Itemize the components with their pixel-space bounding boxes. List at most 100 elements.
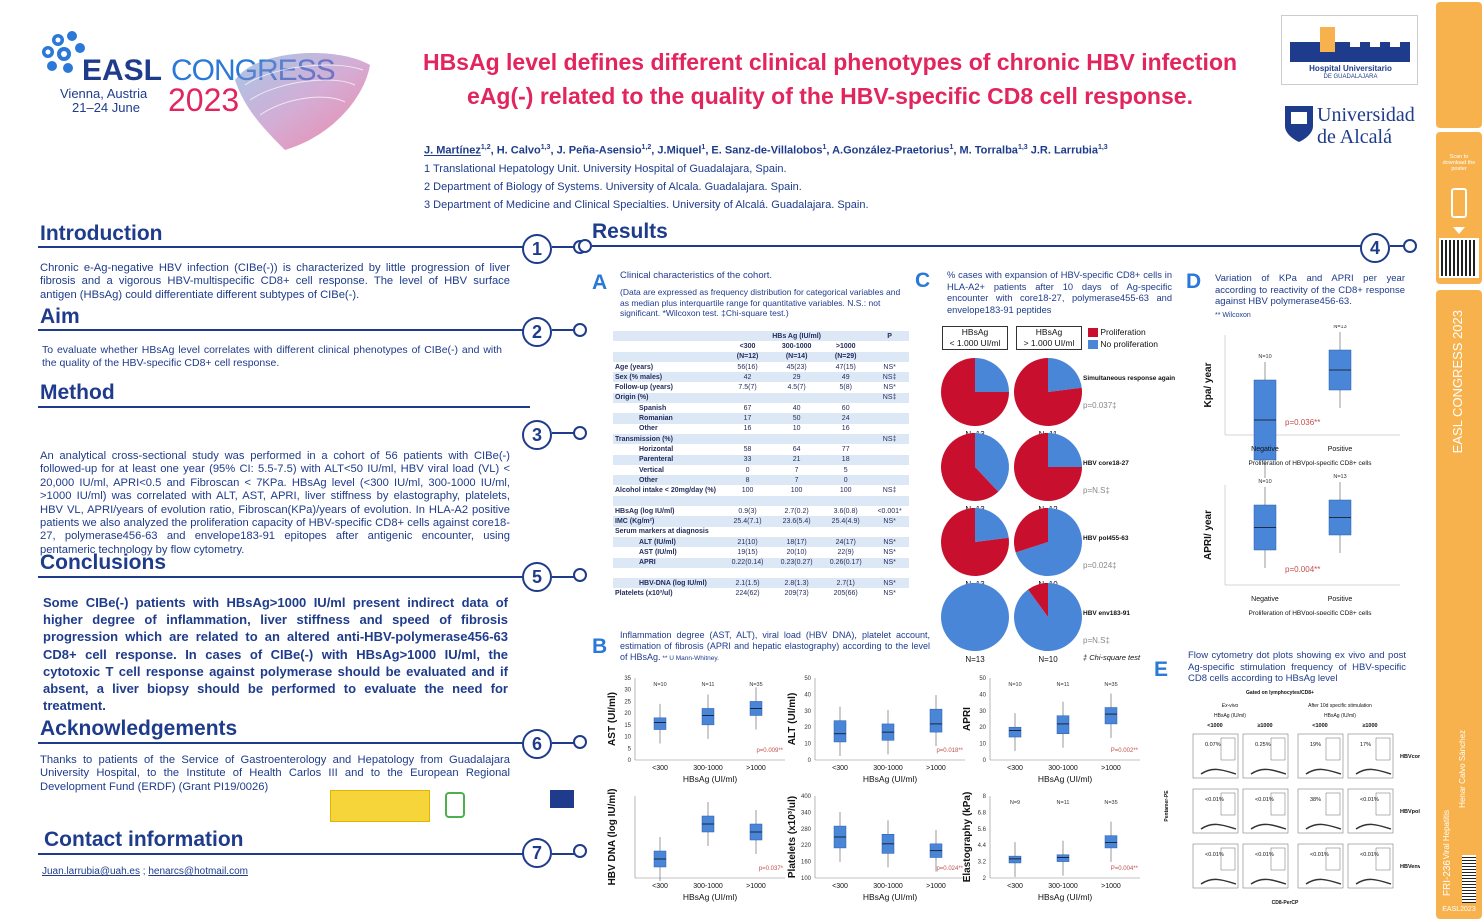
pie-3-1: N=10 bbox=[1014, 583, 1082, 664]
pie-row-label: HBV pol455-63 bbox=[1083, 535, 1129, 542]
table-row-label: Serum markers at diagnosis bbox=[613, 527, 723, 537]
x-axis-label: HBsAg (UI/ml) bbox=[863, 892, 917, 902]
author-sup: 1,3 bbox=[1098, 144, 1108, 151]
n-label: N=10 bbox=[653, 682, 666, 688]
boxplot-5: Elastography (kPa)23.24.45.66.88<300N=93… bbox=[962, 792, 1140, 902]
panel-d-caption: Variation of KPa and APRI per year accor… bbox=[1215, 273, 1405, 308]
table-n: (N=14) bbox=[772, 352, 821, 362]
x-tick-label: <300 bbox=[832, 883, 848, 890]
x-tick-label: Negative bbox=[1251, 446, 1279, 453]
x-tick-label: Negative bbox=[1251, 596, 1279, 603]
pie-0-0: N=13 bbox=[941, 358, 1009, 439]
dot-plot-value: 19% bbox=[1310, 742, 1321, 748]
legend-pro-label: Proliferation bbox=[1100, 327, 1145, 337]
table-cell: 0 bbox=[821, 475, 870, 485]
funding-logos bbox=[330, 788, 580, 824]
table-cell: 18 bbox=[821, 455, 870, 465]
x-tick-label: Positive bbox=[1328, 446, 1353, 453]
panel-b-caption: Inflammation degree (AST, ALT), viral lo… bbox=[620, 630, 930, 664]
boxplot-4: Platelets (x10³/ul)100160220280340400<30… bbox=[787, 794, 965, 902]
table-row-label: Age (years) bbox=[613, 362, 723, 372]
results-heading: Results bbox=[592, 220, 668, 244]
p-value: P=0.002** bbox=[1111, 748, 1139, 754]
dot-plot: 0.25% bbox=[1243, 734, 1288, 778]
table-cell bbox=[870, 403, 909, 413]
table-cell bbox=[821, 496, 870, 506]
author: , J. Peña-Asensio bbox=[550, 145, 641, 157]
box bbox=[1009, 727, 1021, 737]
dot-plot: 17% bbox=[1348, 734, 1393, 778]
table-cell bbox=[870, 455, 909, 465]
legend-proliferation: Proliferation bbox=[1088, 327, 1146, 337]
tick-label: 50 bbox=[979, 676, 986, 682]
pie-p-value: p=N.S‡ bbox=[1083, 636, 1110, 645]
method-heading: Method bbox=[40, 381, 115, 405]
tick-label: 20 bbox=[624, 711, 631, 717]
pie-2-1: N=10 bbox=[1014, 508, 1082, 589]
ack-line-right bbox=[552, 742, 574, 744]
qr-code[interactable] bbox=[1441, 240, 1477, 276]
x-tick-label: >1000 bbox=[926, 883, 946, 890]
table-cell: 209(73) bbox=[772, 588, 821, 598]
table-row-label: ALT (IU/ml) bbox=[613, 537, 723, 547]
pie-row-label: Simultaneous response against 2 epitopes bbox=[1083, 375, 1175, 382]
table-cell bbox=[723, 434, 772, 444]
sidebar-topic: Viral Hepatitis bbox=[1442, 810, 1451, 859]
email-link-1[interactable]: Juan.larrubia@uah.es bbox=[42, 866, 140, 877]
table-cell: 8 bbox=[723, 475, 772, 485]
x-tick-label: 300-1000 bbox=[873, 883, 903, 890]
panel-c-letter: C bbox=[915, 269, 930, 293]
p-value: p=0.024** bbox=[936, 866, 963, 872]
panel-e-caption: Flow cytometry dot plots showing ex vivo… bbox=[1188, 650, 1406, 685]
p-value: p=0.004** bbox=[1285, 565, 1320, 574]
table-cell bbox=[821, 568, 870, 578]
aim-number: 2 bbox=[522, 317, 552, 347]
n-label: N=9 bbox=[1010, 800, 1020, 806]
table-row-label: Spanish bbox=[613, 403, 723, 413]
tick-label: 10 bbox=[979, 742, 986, 748]
n-label: N=35 bbox=[1104, 800, 1117, 806]
table-n: (N=29) bbox=[821, 352, 870, 362]
table-row: Transmission (%)NS‡ bbox=[613, 434, 909, 444]
table-cell: 67 bbox=[723, 403, 772, 413]
table-cell: 100 bbox=[723, 485, 772, 495]
intro-number: 1 bbox=[522, 234, 552, 264]
ack-number: 6 bbox=[522, 729, 552, 759]
unit-label: HBsAg (IU/ml) bbox=[1324, 713, 1356, 719]
table-cell: 0.22(0.14) bbox=[723, 558, 772, 568]
pie-3-0: N=13 bbox=[941, 583, 1009, 664]
table-row bbox=[613, 568, 909, 578]
table-cell bbox=[723, 393, 772, 403]
dot-plot-value: 0.25% bbox=[1255, 742, 1271, 748]
sidebar-scan-panel: Scan to download the poster bbox=[1436, 132, 1482, 284]
y-axis-label: APRI bbox=[962, 707, 973, 731]
contact-number: 7 bbox=[522, 838, 552, 868]
table-cell: NS‡ bbox=[870, 485, 909, 495]
table-cell: 50 bbox=[772, 413, 821, 423]
pie-n-label: N=10 bbox=[1038, 655, 1058, 664]
author: J.R. Larrubia bbox=[1028, 145, 1098, 157]
email-link-2[interactable]: henarcs@hotmail.com bbox=[148, 866, 248, 877]
panel-c-footnote: ‡ Chi-square test bbox=[1083, 653, 1140, 662]
x-axis-label: CD8-PerCP bbox=[1272, 900, 1299, 906]
table-cell: 40 bbox=[772, 403, 821, 413]
panel-a-caption: Clinical characteristics of the cohort. bbox=[620, 270, 772, 282]
table-cell: 16 bbox=[821, 424, 870, 434]
contact-emails: Juan.larrubia@uah.es ; henarcs@hotmail.c… bbox=[42, 866, 248, 877]
dot-plot-frame bbox=[1193, 844, 1238, 888]
ack-line bbox=[38, 742, 530, 744]
y-axis-label: Platelets (x10³/ul) bbox=[787, 796, 798, 878]
hospital-building-icon bbox=[1290, 22, 1410, 62]
table-cell: 58 bbox=[723, 444, 772, 454]
tick-label: 30 bbox=[624, 688, 631, 694]
table-row-label: HBsAg (log IU/ml) bbox=[613, 506, 723, 516]
box bbox=[1057, 716, 1069, 734]
title-line1: HBsAg level defines different clinical p… bbox=[380, 45, 1280, 79]
author-sup: 1,2 bbox=[642, 144, 652, 151]
dot-plot: 19% bbox=[1298, 734, 1343, 778]
sidebar-bottom: EASL2023 bbox=[1436, 906, 1482, 913]
